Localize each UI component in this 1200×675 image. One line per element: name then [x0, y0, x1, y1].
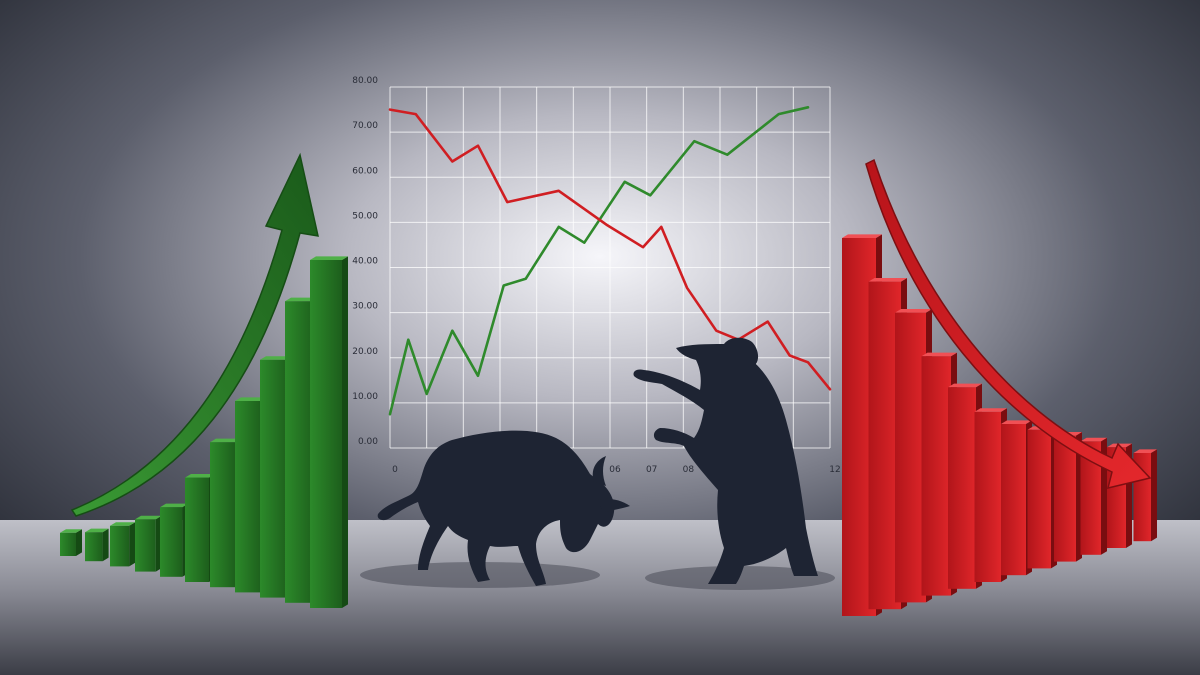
- bull-bar-top: [310, 256, 348, 260]
- bull-bar: [60, 532, 76, 556]
- bull-bar: [110, 525, 130, 567]
- x-tick-label: 08: [683, 465, 695, 475]
- bear-bar-top: [921, 352, 957, 357]
- y-tick-label: 70.00: [352, 121, 378, 131]
- y-tick-label: 40.00: [352, 257, 378, 267]
- bear-bar: [895, 312, 926, 603]
- bull-bar-top: [60, 529, 82, 533]
- x-tick-label: 12: [829, 465, 840, 475]
- up-trend-arrow-icon: [70, 152, 319, 517]
- bull-bar: [210, 442, 236, 588]
- series-line-bull: [388, 106, 810, 416]
- bear-bar: [1001, 424, 1026, 576]
- bull-bar: [185, 477, 209, 582]
- bull-bar-top: [160, 503, 189, 508]
- bull-bar-top: [235, 397, 269, 401]
- x-tick-label: 06: [609, 465, 621, 475]
- bull-bar: [310, 260, 342, 608]
- bear-bar-top: [1080, 437, 1107, 442]
- bull-bar-side: [342, 256, 348, 608]
- y-axis-ticks: 0.00 10.00 20.00 30.00 40.00 50.00 60.00 70.00 8…: [352, 76, 378, 447]
- bull-bar-side: [129, 522, 136, 567]
- bull-bar-side: [76, 529, 82, 556]
- bull-bar-top: [135, 515, 162, 520]
- bear-bar: [974, 411, 1001, 582]
- x-tick-label: 0: [392, 465, 398, 475]
- bear-bar-top: [842, 234, 882, 238]
- bear-bar-top: [974, 408, 1007, 412]
- x-tick-label: 07: [646, 465, 657, 475]
- bull-bar-top: [185, 474, 215, 478]
- bear-bar: [1027, 429, 1051, 569]
- bear-shadow: [645, 566, 835, 590]
- bear-silhouette-icon: [633, 337, 818, 584]
- bear-bar-top: [1001, 420, 1032, 424]
- bear-bar-top: [1133, 449, 1157, 453]
- bull-bar-top: [110, 522, 136, 526]
- series-line-bear: [388, 108, 832, 391]
- y-tick-label: 0.00: [358, 437, 378, 447]
- bear-bar-side: [1151, 449, 1157, 542]
- bear-bar-top: [895, 309, 932, 313]
- y-tick-label: 80.00: [352, 76, 378, 86]
- down-trend-arrow-icon: [865, 158, 1152, 490]
- bear-bar-top: [948, 383, 982, 388]
- bull-bar-top: [85, 528, 109, 533]
- chart-series: [388, 106, 832, 416]
- bull-bar-chart: [60, 256, 348, 608]
- y-tick-label: 30.00: [352, 302, 378, 312]
- y-tick-label: 10.00: [352, 392, 378, 402]
- bull-bar: [135, 519, 156, 572]
- bull-bar: [260, 359, 289, 598]
- bull-bar: [85, 532, 103, 562]
- bull-silhouette-icon: [377, 430, 630, 586]
- bear-bar: [921, 356, 951, 596]
- bull-bar: [160, 507, 183, 577]
- y-tick-label: 50.00: [352, 211, 378, 221]
- bear-bar-top: [868, 278, 907, 282]
- bear-bar: [948, 387, 976, 589]
- bull-bar-side: [102, 528, 109, 562]
- y-tick-label: 20.00: [352, 347, 378, 357]
- bear-bar: [1054, 435, 1076, 562]
- y-tick-label: 60.00: [352, 166, 378, 176]
- bull-bar-top: [210, 438, 242, 443]
- bear-bar: [1080, 441, 1101, 555]
- bull-bar: [235, 401, 263, 593]
